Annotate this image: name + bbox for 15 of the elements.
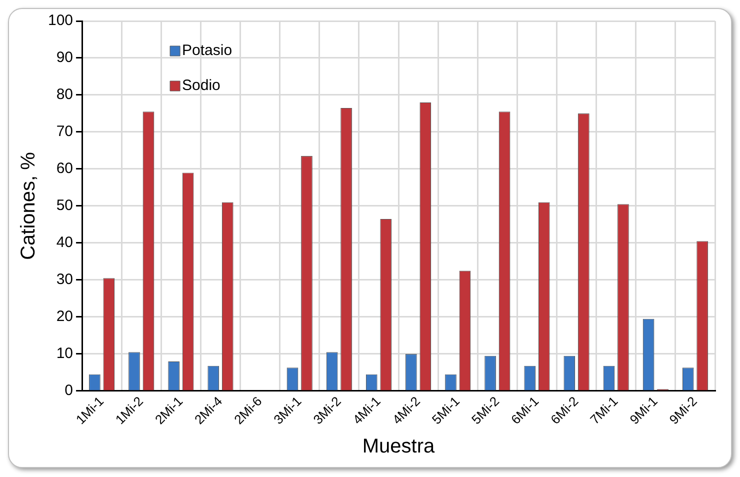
legend-label: Potasio bbox=[182, 42, 232, 60]
y-tick-label: 60 bbox=[56, 160, 74, 178]
y-tick-label: 30 bbox=[56, 271, 74, 288]
y-tick-label: 80 bbox=[56, 86, 74, 104]
y-tick-label: 100 bbox=[48, 12, 74, 30]
y-axis-title: Cationes, % bbox=[18, 152, 40, 260]
y-tick-label: 20 bbox=[56, 308, 74, 326]
y-tick-label: 90 bbox=[56, 49, 74, 66]
y-tick-label: 0 bbox=[64, 382, 74, 400]
x-axis-title: Muestra bbox=[362, 436, 436, 458]
y-tick-label: 70 bbox=[56, 123, 74, 140]
y-tick-label: 40 bbox=[56, 234, 74, 252]
y-tick-label: 10 bbox=[56, 345, 74, 362]
legend-label: Sodio bbox=[182, 77, 220, 94]
y-tick-label: 50 bbox=[56, 197, 74, 214]
